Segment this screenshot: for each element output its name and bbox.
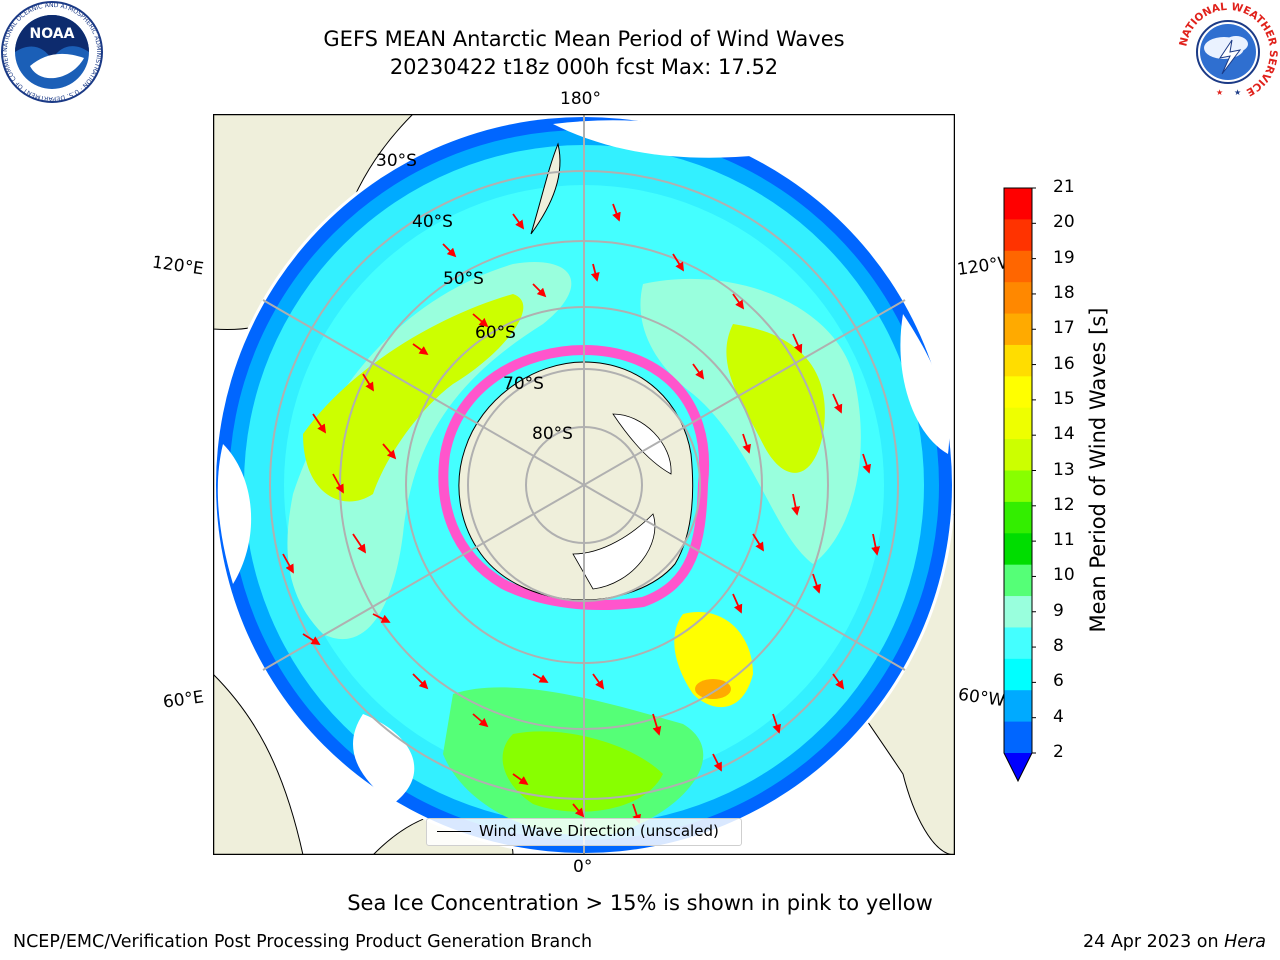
chart-subtitle: 20230422 t18z 000h fcst Max: 17.52 xyxy=(389,55,779,79)
field-max-indian xyxy=(303,294,524,502)
colorbar-tick-label: 12 xyxy=(1053,494,1075,515)
colorbar-band xyxy=(1004,250,1032,283)
colorbar-band xyxy=(1004,188,1032,220)
lon-label-0: 0° xyxy=(573,857,593,877)
colorbar-band xyxy=(1004,596,1032,628)
colorbar-band xyxy=(1004,219,1032,252)
footer-date: 24 Apr 2023 on Hera xyxy=(1083,932,1266,952)
colorbar-outline xyxy=(1003,187,1033,783)
colorbar-band xyxy=(1004,564,1032,597)
colorbar-band xyxy=(1004,376,1032,409)
colorbar-band xyxy=(1004,344,1032,377)
colorbar-band xyxy=(1004,658,1032,691)
colorbar-tick-label: 14 xyxy=(1053,424,1075,445)
lat-label-50s: 50°S xyxy=(443,269,484,289)
nws-logo: NATIONAL WEATHER SERVICE ★ ★ xyxy=(1177,1,1279,102)
wind-wave-arrows xyxy=(282,203,881,824)
lon-label-60w: 60°W xyxy=(956,684,1007,712)
colorbar-band xyxy=(1004,439,1032,471)
colorbar-tick-label: 13 xyxy=(1053,459,1075,480)
colorbar xyxy=(1003,187,1036,783)
lat-label-80s: 80°S xyxy=(532,424,573,444)
footer-machine: Hera xyxy=(1224,932,1266,952)
svg-text:NOAA: NOAA xyxy=(30,26,75,42)
field-band-south xyxy=(502,731,663,812)
footer-credit: NCEP/EMC/Verification Post Processing Pr… xyxy=(13,932,593,952)
svg-text:★: ★ xyxy=(1234,88,1241,97)
colorbar-band xyxy=(1004,470,1032,503)
colorbar-tick-label: 16 xyxy=(1053,353,1075,374)
colorbar-tick-label: 8 xyxy=(1053,636,1064,657)
noaa-logo: NATIONAL OCEANIC AND ATMOSPHERIC ADMINIS… xyxy=(0,0,103,103)
land-africa xyxy=(213,673,304,855)
legend-label: Wind Wave Direction (unscaled) xyxy=(479,822,719,840)
map-legend: Wind Wave Direction (unscaled) xyxy=(426,818,742,846)
colorbar-tick-label: 10 xyxy=(1053,565,1075,586)
colorbar-tick-label: 20 xyxy=(1053,212,1075,233)
colorbar-tick-label: 18 xyxy=(1053,282,1075,303)
sea-ice-note: Sea Ice Concentration > 15% is shown in … xyxy=(347,891,933,915)
colorbar-tick-label: 17 xyxy=(1053,318,1075,339)
colorbar-tick-label: 2 xyxy=(1053,742,1064,762)
colorbar-tick-label: 4 xyxy=(1053,706,1064,727)
colorbar-band xyxy=(1004,533,1032,566)
colorbar-band xyxy=(1004,627,1032,660)
lat-label-60s: 60°S xyxy=(475,323,516,343)
colorbar-band xyxy=(1004,721,1032,754)
colorbar-band xyxy=(1004,282,1032,315)
land-new-zealand xyxy=(530,142,561,235)
lon-label-180: 180° xyxy=(560,89,601,109)
svg-text:★: ★ xyxy=(1216,88,1223,97)
colorbar-extend-arrow xyxy=(1004,753,1032,781)
colorbar-band xyxy=(1004,407,1032,440)
footer-date-text: 24 Apr 2023 on xyxy=(1083,932,1225,952)
colorbar-tick-label: 6 xyxy=(1053,671,1064,692)
colorbar-band xyxy=(1004,690,1032,723)
colorbar-tick-label: 15 xyxy=(1053,388,1075,409)
lat-label-70s: 70°S xyxy=(503,374,544,394)
colorbar-band xyxy=(1004,501,1032,534)
colorbar-tick-label: 19 xyxy=(1053,247,1075,268)
polar-map xyxy=(213,114,955,855)
colorbar-tick-label: 21 xyxy=(1053,177,1075,197)
legend-line-sample xyxy=(437,831,471,832)
lat-label-40s: 40°S xyxy=(412,212,453,232)
field-max-atlantic xyxy=(674,612,753,708)
lon-label-60e: 60°E xyxy=(161,687,206,713)
sea-ice xyxy=(438,344,710,610)
colorbar-band xyxy=(1004,313,1032,346)
lon-label-120e: 120°E xyxy=(150,252,205,280)
colorbar-tick-label: 9 xyxy=(1053,600,1064,621)
chart-title: GEFS MEAN Antarctic Mean Period of Wind … xyxy=(323,27,845,51)
lat-label-30s: 30°S xyxy=(376,151,417,171)
colorbar-tick-label: 11 xyxy=(1053,530,1075,551)
colorbar-title: Mean Period of Wind Waves [s] xyxy=(1086,307,1110,633)
